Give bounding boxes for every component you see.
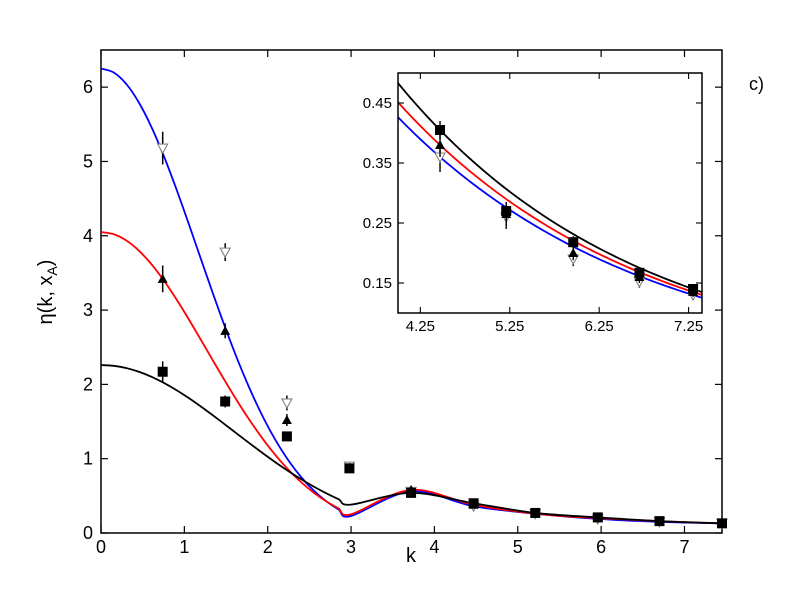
- inset-x-tick-label-1: 5.25: [495, 318, 524, 335]
- inset-plot-frame: [397, 72, 703, 314]
- inset-point-1-2: [568, 248, 579, 257]
- y-axis-title-main: η(k, x: [35, 276, 57, 325]
- inset-curves: [398, 82, 702, 299]
- y-tick-label-6: 6: [83, 77, 93, 97]
- inset-y-tick-label-2: 0.35: [363, 155, 392, 172]
- main-point-2-8: [654, 516, 665, 527]
- main-point-0-0: [156, 143, 169, 155]
- y-tick-label-0: 0: [83, 523, 93, 543]
- main-point-1-1: [220, 325, 231, 335]
- x-tick-label-0: 0: [96, 537, 106, 557]
- inset-plot: 4.25 5.25 6.25 7.25 0.15 0.25 0.35 0.45: [363, 72, 703, 335]
- inset-y-tick-label-1: 0.25: [363, 215, 392, 232]
- y-axis-title-subscript: A: [44, 266, 60, 276]
- inset-plot-background: [398, 73, 702, 313]
- main-curve-0: [100, 67, 723, 525]
- panel-label: c): [749, 74, 764, 94]
- main-point-2-5: [468, 498, 479, 509]
- inset-y-tick-label-3: 0.45: [363, 95, 392, 112]
- y-tick-label-1: 1: [83, 449, 93, 469]
- x-tick-label-6: 6: [596, 537, 606, 557]
- main-point-1-0: [157, 273, 168, 283]
- main-curves: [100, 67, 723, 525]
- y-axis-title-close: ): [35, 260, 57, 267]
- x-tick-label-7: 7: [679, 537, 689, 557]
- inset-curve-1: [398, 101, 702, 296]
- main-point-2-1: [220, 396, 231, 407]
- inset-ticks: 4.25 5.25 6.25 7.25 0.15 0.25 0.35 0.45: [363, 73, 703, 335]
- x-tick-label-5: 5: [513, 537, 523, 557]
- main-plot-frame: [100, 49, 723, 534]
- inset-point-2-0: [435, 125, 446, 135]
- main-point-2-3: [344, 463, 355, 474]
- inset-x-tick-label-0: 4.25: [406, 318, 435, 335]
- inset-x-tick-label-3: 7.25: [674, 318, 703, 335]
- inset-point-2-4: [688, 284, 699, 294]
- main-point-2-4: [406, 487, 417, 498]
- main-curve-2: [100, 364, 723, 525]
- main-ticks: 0 1 2 3 4 5 6 7 0 1 2 3 4 5 6: [83, 50, 722, 557]
- inset-y-tick-label-0: 0.15: [363, 275, 392, 292]
- y-tick-label-5: 5: [83, 151, 93, 171]
- main-plot: 0 1 2 3 4 5 6 7 0 1 2 3 4 5 6 k η(k, xA) c): [35, 49, 764, 567]
- inset-point-2-2: [568, 237, 579, 248]
- main-point-2-6: [530, 507, 541, 518]
- x-tick-label-1: 1: [179, 537, 189, 557]
- inset-curve-2: [398, 82, 702, 293]
- inset-point-2-1: [501, 206, 512, 216]
- main-point-2-2: [281, 431, 292, 442]
- inset-x-tick-label-2: 6.25: [585, 318, 614, 335]
- inset-point-1-0: [435, 140, 446, 149]
- main-point-0-2: [280, 398, 293, 410]
- y-tick-label-4: 4: [83, 226, 93, 246]
- x-axis-title: k: [406, 545, 417, 567]
- main-point-0-1: [219, 247, 232, 259]
- main-point-2-7: [592, 512, 603, 523]
- inset-markers: [434, 121, 699, 302]
- x-tick-label-3: 3: [346, 537, 356, 557]
- x-tick-label-2: 2: [263, 537, 273, 557]
- main-markers: [156, 131, 728, 530]
- x-tick-label-4: 4: [429, 537, 439, 557]
- y-axis-title: η(k, xA): [35, 260, 60, 325]
- inset-point-2-3: [634, 267, 645, 278]
- main-point-2-9: [717, 518, 727, 529]
- y-tick-label-3: 3: [83, 300, 93, 320]
- y-tick-label-2: 2: [83, 374, 93, 394]
- inset-curve-0: [398, 116, 702, 299]
- main-point-1-2: [281, 415, 292, 425]
- main-point-2-0: [157, 366, 168, 377]
